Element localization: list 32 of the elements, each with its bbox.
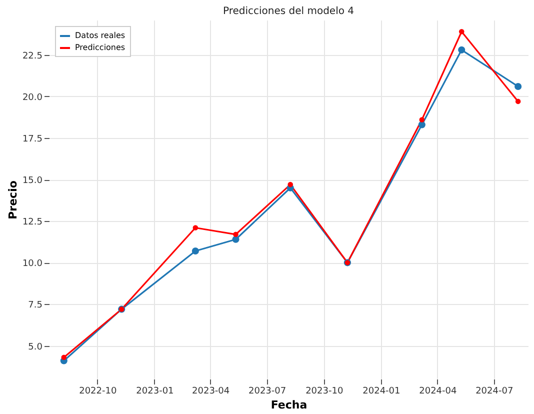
legend-label: Datos reales <box>75 31 126 40</box>
point <box>61 354 67 360</box>
x-tick-label: 2023-04 <box>192 386 230 396</box>
point <box>458 28 464 34</box>
chart-title: Predicciones del modelo 4 <box>222 6 354 17</box>
y-tick-label: 10.0 <box>22 259 43 270</box>
x-tick-label: 2024-07 <box>476 386 514 396</box>
point <box>515 98 521 104</box>
y-tick-label: 12.5 <box>22 218 42 228</box>
point <box>233 232 238 238</box>
y-tick-label: 5.0 <box>28 342 43 352</box>
point <box>419 117 425 122</box>
y-tick-label: 15.0 <box>22 176 43 186</box>
point <box>288 182 294 188</box>
legend-label: Predicciones <box>75 43 126 52</box>
y-tick-label: 7.5 <box>28 300 42 311</box>
x-axis-title: Fecha <box>270 398 308 412</box>
point <box>192 225 198 230</box>
y-tick-label: 17.5 <box>22 134 42 145</box>
point <box>192 247 199 255</box>
x-tick-label: 2022-10 <box>79 386 117 396</box>
x-tick-label: 2023-01 <box>136 386 174 396</box>
x-tick-label: 2023-07 <box>248 386 286 396</box>
y-tick-label: 22.5 <box>22 51 42 62</box>
x-tick-label: 2024-04 <box>419 386 457 396</box>
x-tick-label: 2024-01 <box>362 386 400 396</box>
x-tick-label: 2023-10 <box>306 386 344 396</box>
point <box>514 82 522 90</box>
point <box>458 46 466 54</box>
y-axis-title: Precio <box>6 180 20 220</box>
y-tick-label: 20.0 <box>22 92 43 103</box>
point <box>418 121 426 128</box>
